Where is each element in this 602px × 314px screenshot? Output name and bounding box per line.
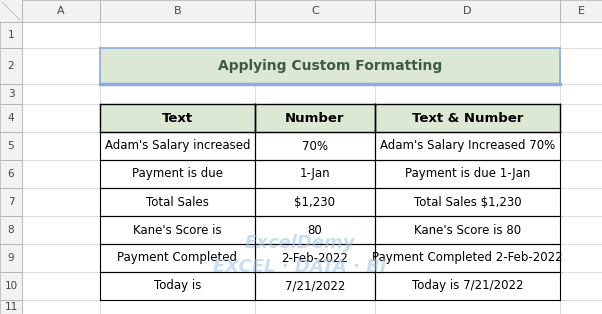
Bar — [255, 160, 375, 188]
Bar — [0, 22, 22, 48]
Bar — [0, 160, 22, 188]
Text: Text: Text — [162, 111, 193, 124]
Text: Kane's Score is 80: Kane's Score is 80 — [414, 224, 521, 236]
Bar — [100, 160, 255, 188]
Text: Payment Completed 2-Feb-2022: Payment Completed 2-Feb-2022 — [372, 252, 563, 264]
Bar — [100, 272, 255, 300]
Text: 8: 8 — [8, 225, 14, 235]
Text: Adam's Salary Increased 70%: Adam's Salary Increased 70% — [380, 139, 555, 153]
Text: 2: 2 — [8, 61, 14, 71]
Bar — [560, 0, 602, 22]
Text: Payment is due 1-Jan: Payment is due 1-Jan — [405, 167, 530, 181]
Bar — [100, 0, 255, 22]
Bar — [375, 216, 560, 244]
Bar — [0, 132, 22, 160]
Text: 5: 5 — [8, 141, 14, 151]
Text: C: C — [311, 6, 319, 16]
Text: Total Sales: Total Sales — [146, 196, 209, 208]
Bar — [255, 0, 375, 22]
Text: 1: 1 — [8, 30, 14, 40]
Bar — [100, 244, 255, 272]
Text: Total Sales $1,230: Total Sales $1,230 — [414, 196, 521, 208]
Text: $1,230: $1,230 — [294, 196, 335, 208]
Bar — [100, 216, 255, 244]
Bar — [375, 244, 560, 272]
Bar — [100, 104, 255, 132]
Text: 11: 11 — [4, 302, 17, 312]
Bar — [100, 48, 560, 84]
Text: Today is: Today is — [154, 279, 201, 293]
Bar — [255, 216, 375, 244]
Bar — [0, 216, 22, 244]
Bar — [375, 0, 560, 22]
Text: Number: Number — [285, 111, 345, 124]
Text: B: B — [174, 6, 181, 16]
Text: 80: 80 — [308, 224, 323, 236]
Text: 7: 7 — [8, 197, 14, 207]
Text: 4: 4 — [8, 113, 14, 123]
Bar — [255, 244, 375, 272]
Bar — [255, 132, 375, 160]
Text: 10: 10 — [4, 281, 17, 291]
Text: 3: 3 — [8, 89, 14, 99]
Text: Text & Number: Text & Number — [412, 111, 523, 124]
Bar — [0, 244, 22, 272]
Text: 1-Jan: 1-Jan — [300, 167, 330, 181]
Bar — [0, 104, 22, 132]
Bar — [375, 272, 560, 300]
Bar — [0, 84, 22, 104]
Text: Kane's Score is: Kane's Score is — [133, 224, 222, 236]
Bar — [22, 0, 100, 22]
Text: Adam's Salary increased: Adam's Salary increased — [105, 139, 250, 153]
Bar — [375, 160, 560, 188]
Text: 70%: 70% — [302, 139, 328, 153]
Text: Today is 7/21/2022: Today is 7/21/2022 — [412, 279, 523, 293]
Bar — [0, 300, 22, 314]
Text: D: D — [464, 6, 472, 16]
Text: 9: 9 — [8, 253, 14, 263]
Bar — [255, 188, 375, 216]
Text: 6: 6 — [8, 169, 14, 179]
Text: E: E — [577, 6, 585, 16]
Text: Applying Custom Formatting: Applying Custom Formatting — [218, 59, 442, 73]
Text: A: A — [57, 6, 65, 16]
Bar — [255, 104, 375, 132]
Bar — [375, 104, 560, 132]
Bar — [255, 272, 375, 300]
Text: Payment is due: Payment is due — [132, 167, 223, 181]
Bar — [375, 132, 560, 160]
Text: ExcelDemy
EXCEL · DATA · BI: ExcelDemy EXCEL · DATA · BI — [213, 234, 387, 277]
Bar — [375, 188, 560, 216]
Bar — [100, 188, 255, 216]
Bar — [0, 272, 22, 300]
Bar — [100, 132, 255, 160]
Text: 7/21/2022: 7/21/2022 — [285, 279, 345, 293]
Bar — [0, 48, 22, 84]
Bar — [0, 188, 22, 216]
Text: 2-Feb-2022: 2-Feb-2022 — [282, 252, 349, 264]
Text: Payment Completed: Payment Completed — [117, 252, 238, 264]
Bar — [0, 0, 22, 22]
